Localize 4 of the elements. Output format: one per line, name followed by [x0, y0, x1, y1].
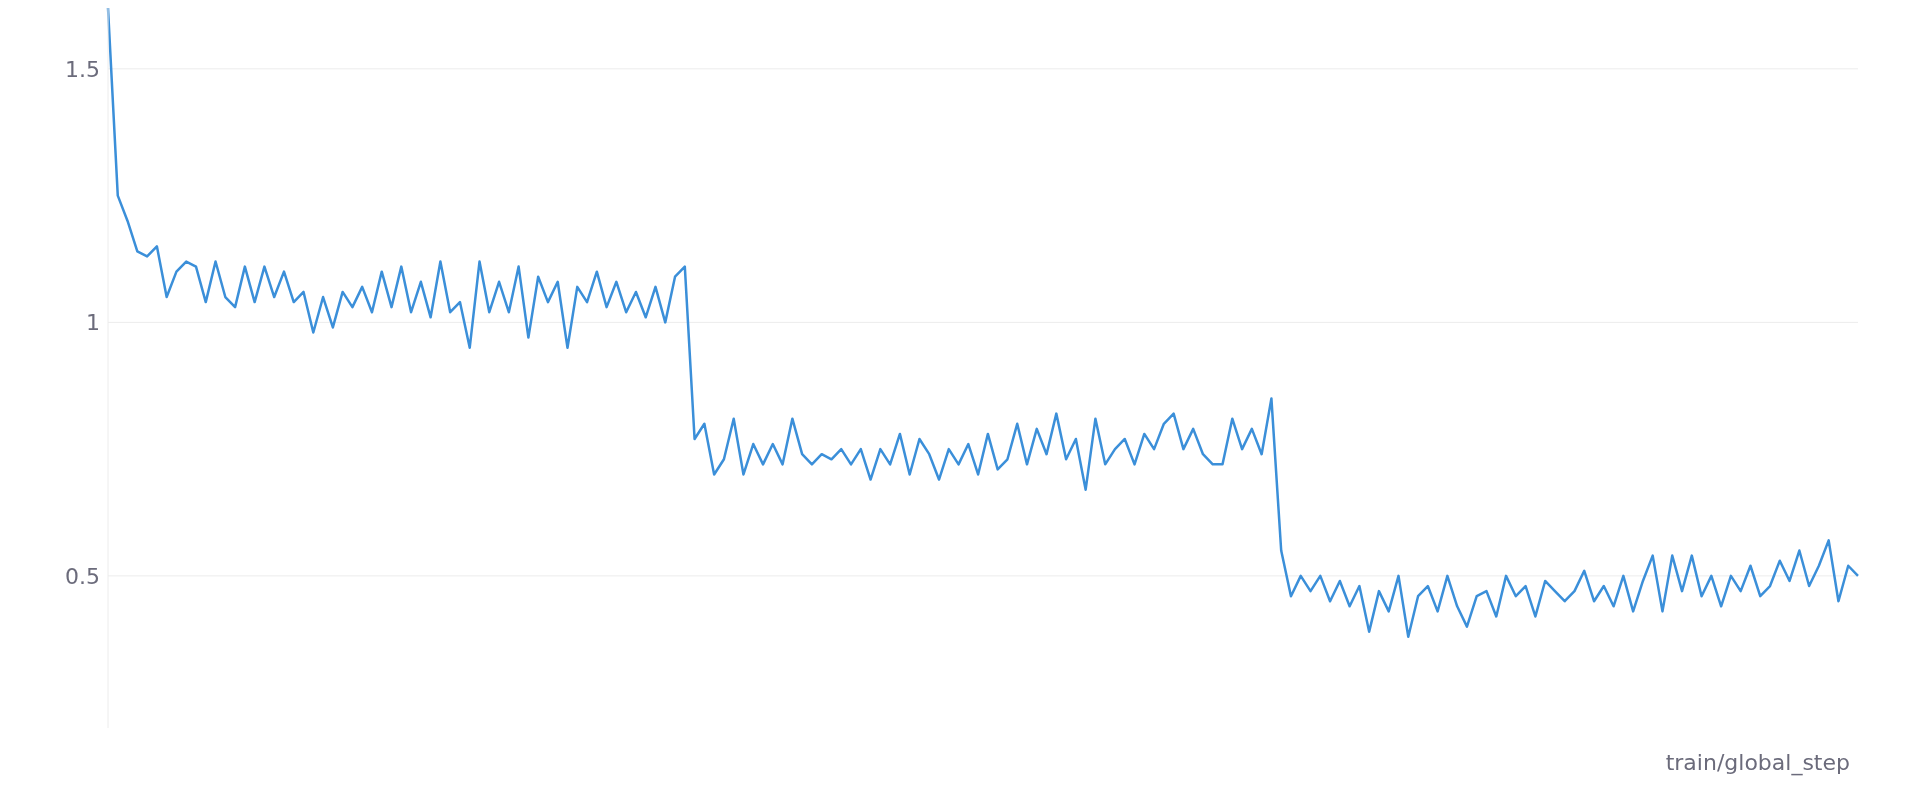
- y-tick-label: 0.5: [65, 563, 100, 589]
- y-tick-label: 1.5: [65, 56, 100, 82]
- x-axis-title: train/global_step: [1665, 750, 1850, 776]
- y-tick-label: 1: [86, 310, 100, 336]
